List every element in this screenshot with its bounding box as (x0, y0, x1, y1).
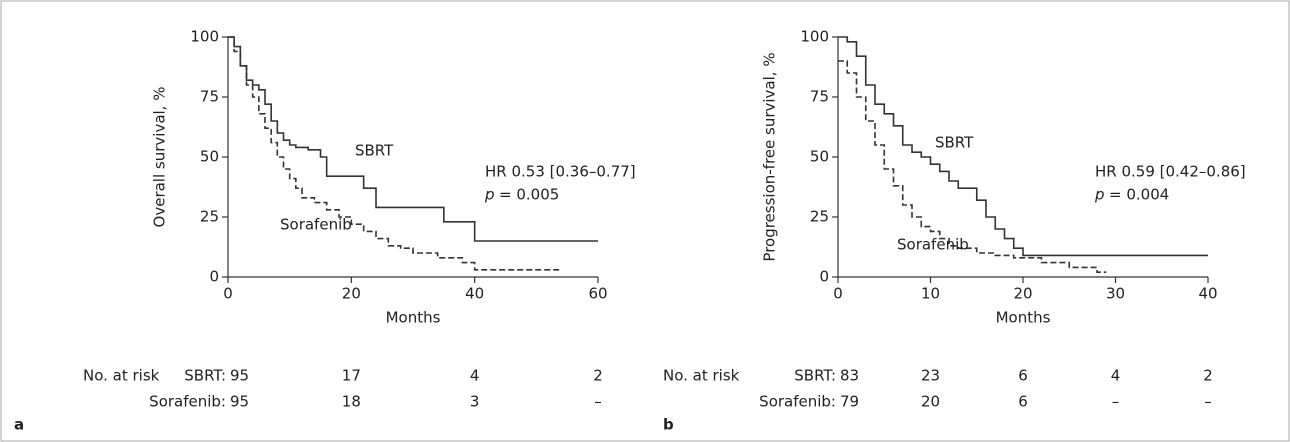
x-tick-label: 20 (1013, 285, 1032, 303)
series-label: SBRT (935, 134, 974, 152)
y-tick-label: 75 (810, 88, 829, 106)
p-symbol: p (1094, 186, 1105, 204)
series-label: Sorafenib (280, 216, 352, 234)
risk-value: 83 (840, 367, 859, 385)
risk-value: – (1204, 393, 1212, 411)
risk-value: 6 (1018, 393, 1028, 411)
risk-value: 2 (593, 367, 603, 385)
hr-text: HR 0.59 [0.42–0.86] (1095, 163, 1246, 181)
x-tick-label: 0 (833, 285, 843, 303)
p-text: = 0.005 (499, 186, 559, 204)
risk-value: 18 (342, 393, 361, 411)
x-tick-label: 10 (921, 285, 940, 303)
y-tick-label: 25 (810, 208, 829, 226)
y-axis-label: Overall survival, % (151, 87, 169, 228)
panel-label: b (663, 416, 674, 434)
x-tick-label: 60 (588, 285, 607, 303)
x-axis-label: Months (996, 309, 1051, 327)
x-axis-label: Months (386, 309, 441, 327)
y-tick-label: 25 (200, 208, 219, 226)
y-tick-label: 50 (810, 148, 829, 166)
y-tick-label: 0 (209, 268, 219, 286)
risk-value: 4 (1111, 367, 1121, 385)
risk-row-label: SBRT: (794, 367, 836, 385)
y-tick-label: 50 (200, 148, 219, 166)
risk-row-label: SBRT: (184, 367, 226, 385)
series-label: SBRT (355, 142, 394, 160)
y-tick-label: 100 (800, 28, 829, 46)
y-axis-label: Progression-free survival, % (761, 52, 779, 261)
risk-value: 4 (470, 367, 480, 385)
risk-value: – (1112, 393, 1120, 411)
survival-curve (838, 60, 1107, 273)
hr-text: HR 0.53 [0.36–0.77] (485, 163, 636, 181)
risk-row-label: Sorafenib: (759, 393, 836, 411)
x-tick-label: 40 (1198, 285, 1217, 303)
x-tick-label: 40 (465, 285, 484, 303)
survival-curve (838, 36, 1208, 257)
risk-title: No. at risk (83, 367, 160, 385)
x-tick-label: 20 (342, 285, 361, 303)
survival-curve (228, 36, 598, 242)
y-tick-label: 0 (819, 268, 829, 286)
panel-label: a (14, 416, 24, 434)
risk-value: 79 (840, 393, 859, 411)
p-symbol: p (484, 186, 495, 204)
p-text: = 0.004 (1109, 186, 1169, 204)
risk-value: 95 (230, 393, 249, 411)
risk-value: 95 (230, 367, 249, 385)
series-label: Sorafenib (897, 236, 969, 254)
y-tick-label: 100 (190, 28, 219, 46)
risk-value: – (594, 393, 602, 411)
risk-value: 3 (470, 393, 480, 411)
risk-value: 2 (1203, 367, 1213, 385)
risk-value: 17 (342, 367, 361, 385)
x-tick-label: 0 (223, 285, 233, 303)
risk-title: No. at risk (663, 367, 740, 385)
x-tick-label: 30 (1106, 285, 1125, 303)
risk-value: 6 (1018, 367, 1028, 385)
y-tick-label: 75 (200, 88, 219, 106)
survival-curve (228, 36, 561, 271)
risk-value: 20 (921, 393, 940, 411)
risk-row-label: Sorafenib: (149, 393, 226, 411)
risk-value: 23 (921, 367, 940, 385)
